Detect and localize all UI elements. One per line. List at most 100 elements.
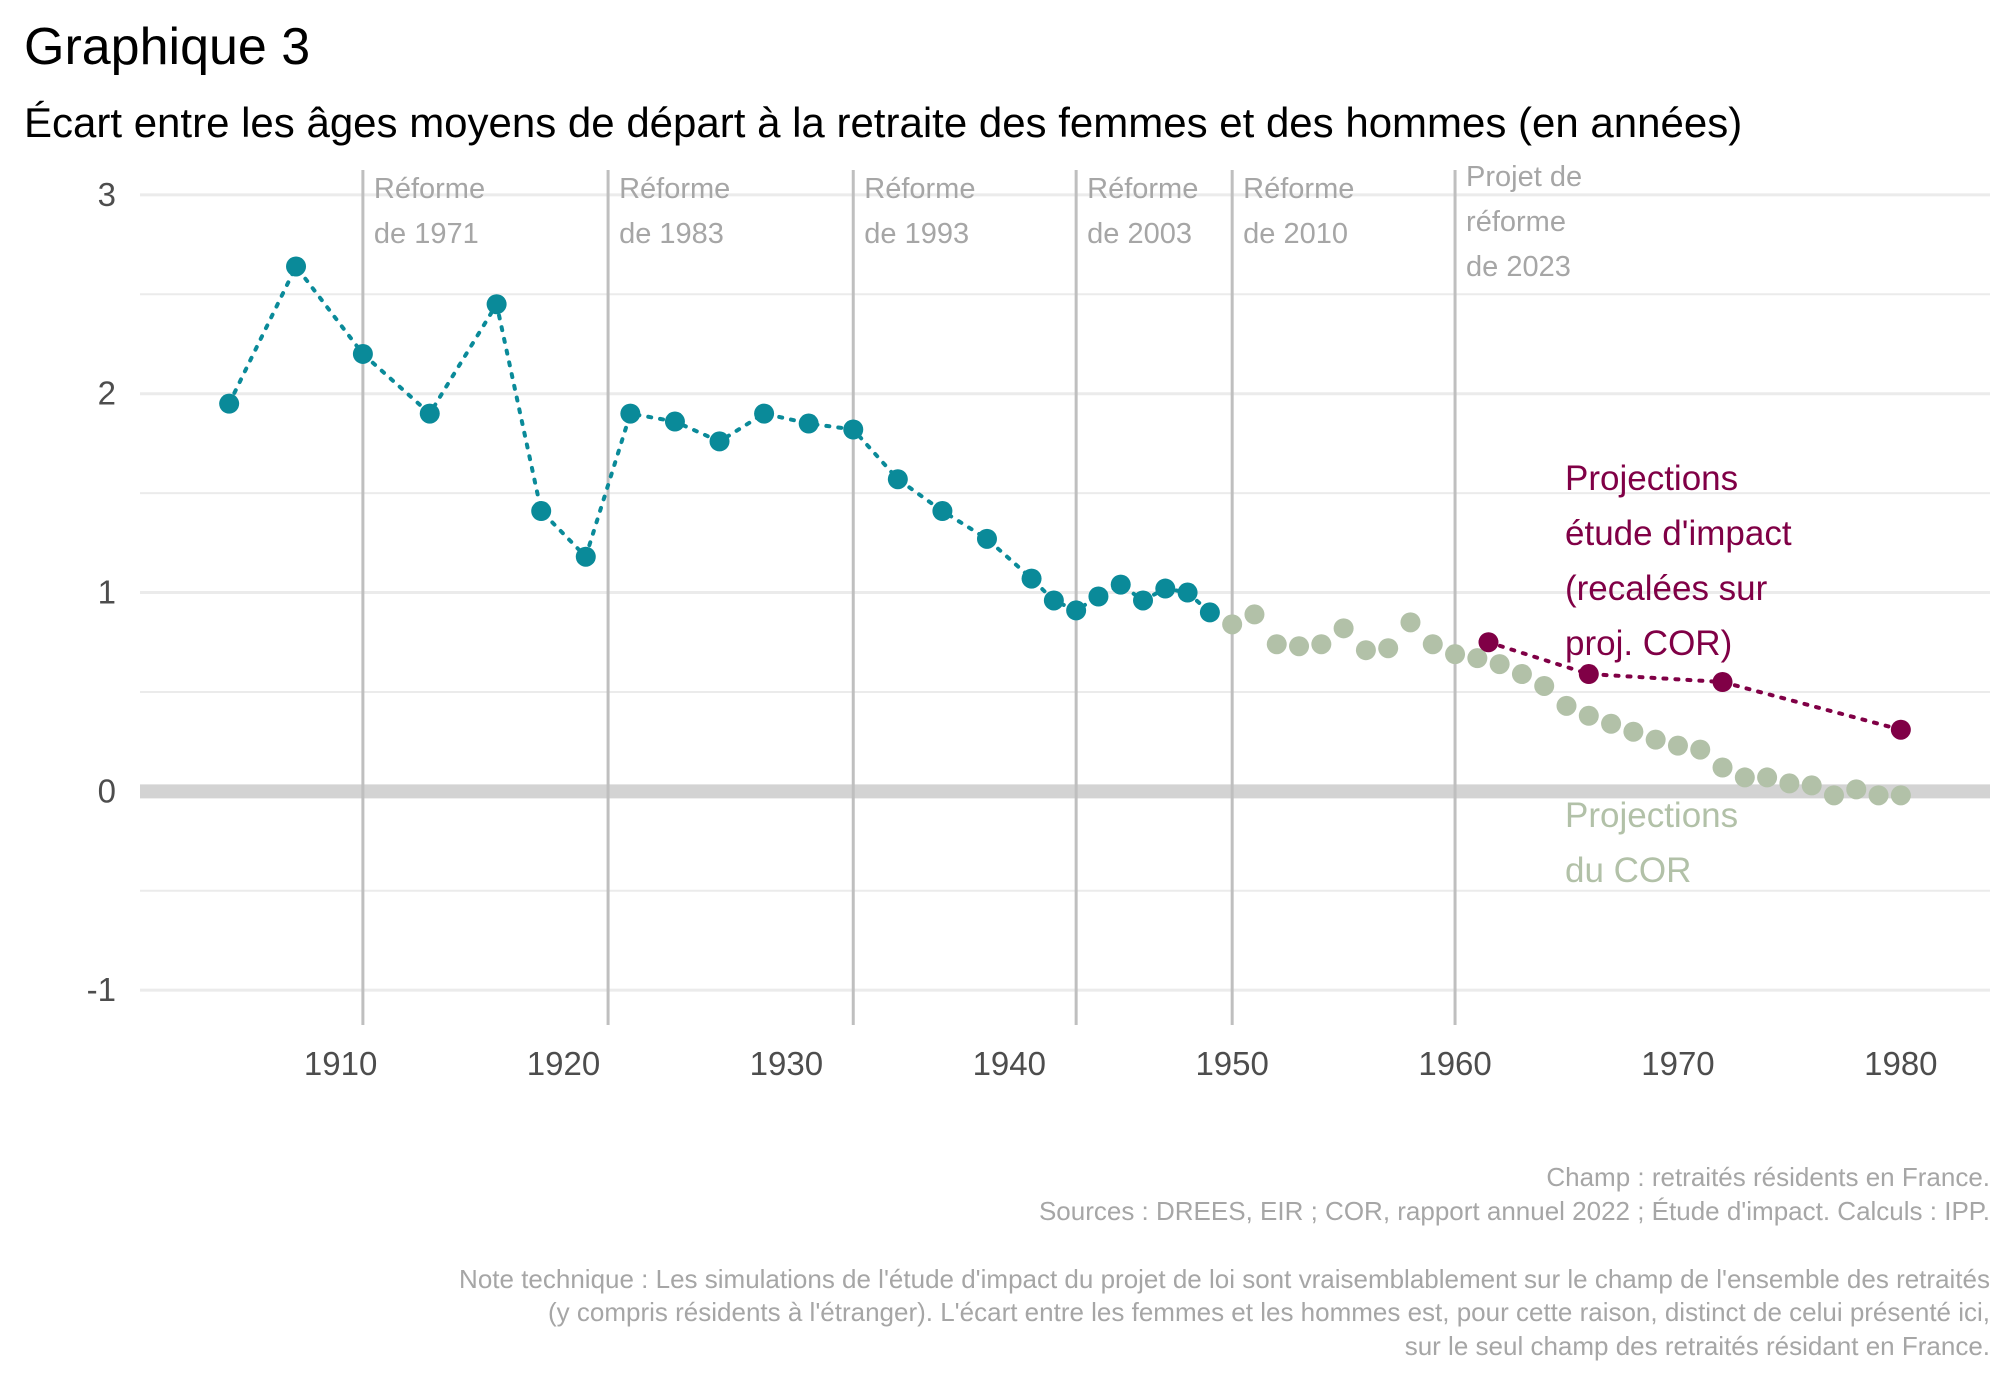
chart-subtitle: Écart entre les âges moyens de départ à …	[24, 99, 1742, 146]
point-observed	[1155, 578, 1176, 599]
reform-label: Réforme	[374, 173, 485, 205]
point-cor	[1623, 721, 1644, 742]
footer-champ: Champ : retraités résidents en France.	[1546, 1162, 1990, 1192]
point-impact	[1890, 719, 1911, 740]
point-observed	[976, 528, 997, 549]
point-cor	[1601, 713, 1622, 734]
point-observed	[1043, 590, 1064, 611]
point-observed	[419, 403, 440, 424]
reform-label: Réforme	[619, 173, 730, 205]
point-observed	[1110, 574, 1131, 595]
point-observed	[932, 501, 953, 522]
series-line-impact	[1486, 640, 1903, 732]
point-cor	[1333, 618, 1354, 639]
x-tick-label: 1930	[750, 1045, 823, 1082]
point-observed	[664, 411, 685, 432]
point-observed	[1177, 582, 1198, 603]
reform-label: de 2023	[1466, 251, 1571, 283]
point-cor	[1355, 640, 1376, 661]
point-observed	[709, 431, 730, 452]
point-observed	[887, 469, 908, 490]
point-observed	[1199, 602, 1220, 623]
point-observed	[620, 403, 641, 424]
series-labels: Projections étude d'impact (recalées sur pr…	[1565, 459, 1792, 890]
point-cor	[1467, 648, 1488, 669]
point-cor	[1712, 757, 1733, 778]
reform-markers: Réforme de 1971 Réforme de 1983 Réforme de 19…	[361, 161, 1582, 1025]
reform-label: Réforme	[1243, 173, 1354, 205]
x-tick-label: 1980	[1864, 1045, 1937, 1082]
point-cor	[1534, 675, 1555, 696]
point-cor	[1690, 739, 1711, 760]
label-impact: proj. COR)	[1565, 624, 1732, 663]
reform-label: de 1993	[864, 218, 969, 250]
footer-sources: Sources : DREES, EIR ; COR, rapport annu…	[1039, 1196, 1990, 1226]
point-cor	[1868, 785, 1889, 806]
point-cor	[1823, 785, 1844, 806]
point-cor	[1422, 634, 1443, 655]
point-cor	[1890, 785, 1911, 806]
point-observed	[352, 343, 373, 364]
label-cor: du COR	[1565, 851, 1691, 890]
y-tick-label: -1	[87, 971, 116, 1008]
point-cor	[1757, 767, 1778, 788]
x-tick-label: 1910	[304, 1045, 377, 1082]
point-observed	[575, 546, 596, 567]
point-cor	[1779, 773, 1800, 794]
point-observed	[1021, 568, 1042, 589]
point-observed	[219, 393, 240, 414]
point-cor	[1511, 664, 1532, 685]
x-tick-label: 1940	[973, 1045, 1046, 1082]
point-cor	[1734, 767, 1755, 788]
reform-label: Réforme	[864, 173, 975, 205]
point-cor	[1244, 604, 1265, 625]
point-observed	[1066, 600, 1087, 621]
footer-note-line-1: Note technique : Les simulations de l'ét…	[459, 1264, 1990, 1294]
x-tick-label: 1950	[1195, 1045, 1268, 1082]
point-observed	[843, 419, 864, 440]
point-cor	[1266, 634, 1287, 655]
reform-label: de 1971	[374, 218, 479, 250]
point-observed	[286, 256, 307, 277]
point-impact	[1712, 672, 1733, 692]
point-observed	[486, 294, 507, 315]
y-tick-label: 0	[98, 772, 116, 809]
reform-label: de 2010	[1243, 218, 1348, 250]
footer-note-line-2: (y compris résidents à l'étranger). L'éc…	[548, 1297, 1990, 1327]
point-cor	[1578, 705, 1599, 726]
y-tick-label: 3	[98, 176, 116, 213]
x-tick-label: 1920	[527, 1045, 600, 1082]
label-impact: étude d'impact	[1565, 514, 1792, 553]
data-series	[219, 256, 1911, 806]
point-observed	[754, 403, 775, 424]
point-cor	[1556, 695, 1577, 716]
label-cor: Projections	[1565, 796, 1738, 835]
grid	[140, 193, 1990, 992]
point-cor	[1222, 614, 1243, 635]
reform-label: de 1983	[619, 218, 724, 250]
axes: -1 0 1 2 3 1910 1920 1930 1940 1950 1960 1970 1980	[87, 176, 1938, 1082]
point-cor	[1289, 636, 1310, 657]
y-tick-label: 1	[98, 574, 116, 611]
reform-label: Réforme	[1087, 173, 1198, 205]
point-cor	[1400, 612, 1421, 633]
reform-label: Projet de	[1466, 161, 1582, 193]
point-impact	[1578, 664, 1599, 685]
x-tick-label: 1960	[1418, 1045, 1491, 1082]
footer: Champ : retraités résidents en France. S…	[459, 1162, 1990, 1361]
point-impact	[1478, 632, 1499, 653]
point-observed	[798, 413, 819, 434]
y-tick-label: 2	[98, 375, 116, 412]
reform-label: de 2003	[1087, 218, 1192, 250]
point-cor	[1378, 638, 1399, 659]
point-cor	[1445, 644, 1466, 665]
footer-note-line-3: sur le seul champ des retraités résidant…	[1405, 1331, 1990, 1361]
point-cor	[1311, 634, 1332, 655]
point-cor	[1846, 779, 1867, 800]
reform-label: réforme	[1466, 206, 1566, 238]
point-cor	[1667, 735, 1688, 756]
point-observed	[1133, 590, 1154, 611]
chart-title: Graphique 3	[24, 18, 310, 76]
label-impact: Projections	[1565, 459, 1738, 498]
